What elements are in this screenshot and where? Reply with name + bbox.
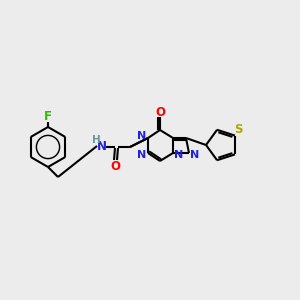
Text: N: N <box>174 150 184 160</box>
Text: O: O <box>110 160 120 172</box>
Text: N: N <box>97 140 107 154</box>
Text: S: S <box>234 123 242 136</box>
Text: H: H <box>92 135 100 145</box>
Text: O: O <box>155 106 165 118</box>
Text: F: F <box>44 110 52 122</box>
Text: N: N <box>137 131 147 141</box>
Text: N: N <box>137 150 147 160</box>
Text: N: N <box>190 150 200 160</box>
